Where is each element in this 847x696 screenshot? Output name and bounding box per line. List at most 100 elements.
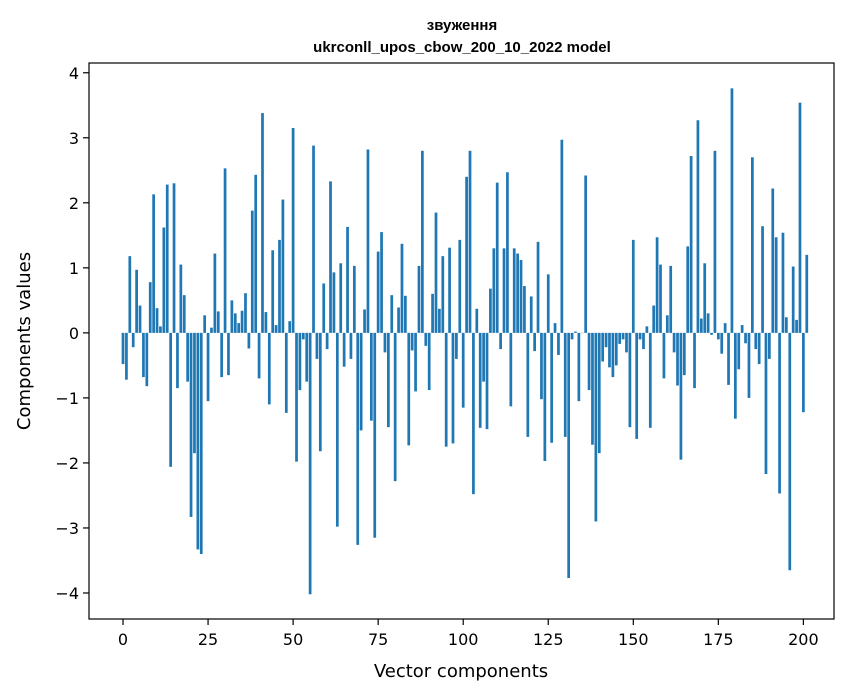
bar-13 bbox=[165, 184, 169, 333]
bar-21 bbox=[193, 332, 196, 454]
bar-38 bbox=[250, 210, 254, 333]
bar-64 bbox=[339, 263, 343, 333]
bar-87 bbox=[417, 265, 421, 333]
bar-162 bbox=[672, 332, 676, 353]
bar-167 bbox=[689, 155, 693, 333]
x-tick-label: 50 bbox=[283, 630, 303, 649]
bar-133 bbox=[574, 331, 577, 333]
x-tick-label: 175 bbox=[703, 630, 734, 649]
bar-169 bbox=[696, 120, 700, 333]
x-tick-label: 125 bbox=[533, 630, 564, 649]
bar-175 bbox=[716, 332, 720, 340]
bar-177 bbox=[723, 323, 727, 333]
bar-164 bbox=[679, 332, 683, 460]
bar-112 bbox=[502, 248, 506, 333]
bar-166 bbox=[686, 246, 690, 333]
bar-53 bbox=[301, 332, 305, 340]
bar-176 bbox=[720, 332, 724, 354]
y-tick-label: 4 bbox=[69, 64, 79, 83]
bar-104 bbox=[475, 308, 479, 333]
bar-54 bbox=[305, 332, 309, 382]
bar-25 bbox=[206, 332, 210, 402]
bar-69 bbox=[356, 332, 360, 545]
bar-168 bbox=[693, 332, 696, 389]
bar-98 bbox=[455, 332, 458, 359]
bar-142 bbox=[604, 332, 608, 348]
bar-121 bbox=[533, 332, 536, 352]
bar-120 bbox=[529, 296, 533, 333]
bar-137 bbox=[587, 332, 591, 391]
bar-92 bbox=[434, 212, 438, 333]
bar-180 bbox=[733, 332, 737, 419]
bar-1 bbox=[125, 332, 128, 380]
bar-8 bbox=[148, 282, 152, 333]
bar-117 bbox=[519, 260, 523, 333]
bar-139 bbox=[594, 332, 598, 522]
bar-56 bbox=[312, 145, 315, 333]
bar-131 bbox=[567, 332, 571, 579]
bar-106 bbox=[482, 332, 485, 382]
bar-140 bbox=[597, 332, 601, 454]
bar-136 bbox=[584, 175, 588, 333]
bar-115 bbox=[512, 248, 516, 333]
bar-7 bbox=[145, 332, 149, 387]
bar-45 bbox=[274, 325, 278, 333]
bar-198 bbox=[795, 319, 798, 333]
bar-75 bbox=[376, 251, 380, 333]
bar-109 bbox=[492, 248, 496, 333]
bar-93 bbox=[438, 308, 441, 333]
bar-174 bbox=[713, 150, 717, 333]
bar-20 bbox=[189, 332, 193, 517]
bar-165 bbox=[682, 332, 686, 376]
x-tick-label: 75 bbox=[368, 630, 388, 649]
bar-4 bbox=[135, 269, 138, 333]
bar-60 bbox=[325, 332, 329, 350]
bar-41 bbox=[261, 113, 264, 333]
bar-2 bbox=[128, 256, 132, 333]
bar-68 bbox=[352, 265, 356, 333]
y-tick-label: −1 bbox=[55, 389, 79, 408]
bar-97 bbox=[451, 332, 455, 444]
x-tick-label: 150 bbox=[618, 630, 649, 649]
x-tick-label: 100 bbox=[448, 630, 479, 649]
bar-123 bbox=[540, 332, 543, 400]
bar-113 bbox=[506, 172, 509, 333]
bar-77 bbox=[383, 332, 387, 353]
bar-55 bbox=[308, 332, 312, 595]
bar-49 bbox=[288, 321, 292, 333]
bar-3 bbox=[131, 332, 135, 348]
bar-147 bbox=[621, 332, 625, 340]
x-tick-label: 25 bbox=[198, 630, 218, 649]
bar-42 bbox=[264, 312, 268, 333]
bar-59 bbox=[322, 283, 326, 333]
bar-105 bbox=[478, 332, 482, 428]
bar-103 bbox=[472, 332, 475, 495]
bar-138 bbox=[591, 332, 594, 445]
bar-35 bbox=[240, 310, 244, 333]
bar-11 bbox=[159, 326, 162, 333]
bar-70 bbox=[359, 332, 363, 431]
bar-18 bbox=[182, 295, 186, 333]
bar-100 bbox=[461, 332, 465, 408]
bar-150 bbox=[631, 239, 635, 333]
bar-152 bbox=[638, 332, 642, 340]
bar-191 bbox=[771, 188, 775, 333]
bar-179 bbox=[730, 88, 734, 333]
bar-16 bbox=[176, 332, 179, 389]
bar-199 bbox=[798, 102, 802, 333]
bar-37 bbox=[247, 332, 251, 349]
bar-96 bbox=[448, 247, 451, 333]
bar-194 bbox=[781, 232, 785, 333]
bar-61 bbox=[329, 181, 332, 333]
bar-111 bbox=[499, 332, 502, 350]
bar-91 bbox=[431, 293, 434, 333]
bar-73 bbox=[369, 332, 373, 421]
bar-90 bbox=[427, 332, 431, 391]
bar-107 bbox=[485, 332, 489, 430]
bar-43 bbox=[267, 332, 271, 405]
bar-5 bbox=[138, 305, 142, 333]
bar-51 bbox=[295, 332, 298, 462]
bars-group bbox=[121, 88, 809, 595]
bar-50 bbox=[291, 128, 295, 333]
